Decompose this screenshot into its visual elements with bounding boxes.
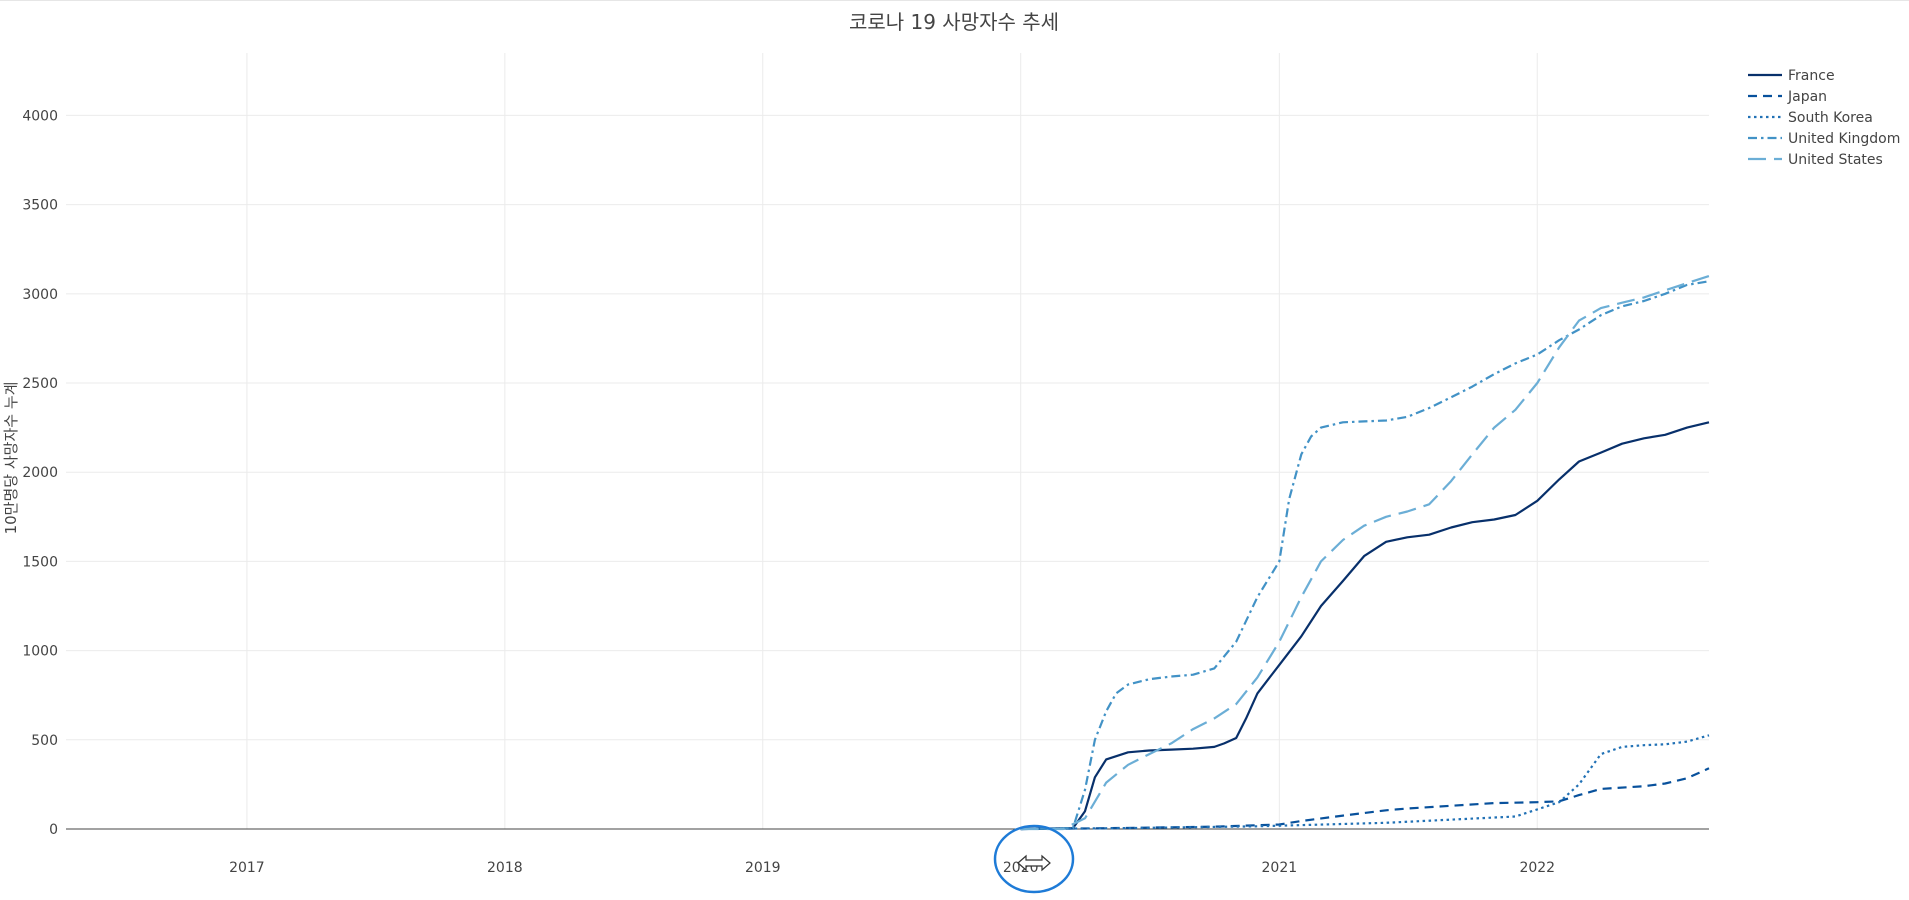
y-tick-label: 3000 xyxy=(22,287,58,303)
chart-title: 코로나 19 사망자수 추세 xyxy=(849,10,1059,34)
series-line-japan xyxy=(1020,767,1710,831)
legend-label: France xyxy=(1788,68,1835,84)
x-tick-label: 2017 xyxy=(229,860,265,876)
legend-item-france[interactable]: France xyxy=(1748,68,1835,84)
y-tick-label: 1000 xyxy=(22,644,58,660)
axis-layer: 2017 2018 2019 2020 2021 20220500100015002000… xyxy=(22,108,1709,876)
y-tick-label: 500 xyxy=(31,733,58,749)
y-tick-label: 1500 xyxy=(22,554,58,570)
grid-layer xyxy=(66,53,1709,829)
legend-label: Japan xyxy=(1787,89,1827,105)
series-line-france xyxy=(1020,421,1710,831)
y-tick-label: 2000 xyxy=(22,465,58,481)
series-line-south-korea xyxy=(1020,734,1710,831)
series-layer xyxy=(1020,274,1710,831)
legend-item-united-states[interactable]: United States xyxy=(1748,152,1883,168)
cursor-highlight xyxy=(993,824,1075,894)
legend-label: United Kingdom xyxy=(1788,131,1900,147)
legend-label: South Korea xyxy=(1788,110,1873,126)
highlight-circle xyxy=(993,824,1075,894)
y-tick-label: 4000 xyxy=(22,108,58,124)
legend[interactable]: France Japan South Korea United Kingdom Unit… xyxy=(1748,68,1900,168)
x-tick-label: 2021 xyxy=(1262,860,1298,876)
legend-item-south-korea[interactable]: South Korea xyxy=(1748,110,1873,126)
resize-cursor-icon xyxy=(1017,854,1051,872)
legend-item-japan[interactable]: Japan xyxy=(1748,89,1827,105)
legend-item-united-kingdom[interactable]: United Kingdom xyxy=(1748,131,1900,147)
series-line-united-states xyxy=(1020,274,1710,831)
y-tick-label: 0 xyxy=(49,822,58,838)
y-tick-label: 2500 xyxy=(22,376,58,392)
x-tick-label: 2018 xyxy=(487,860,523,876)
y-axis-title: 10만명당 사망자수 누계 xyxy=(2,382,20,535)
legend-label: United States xyxy=(1788,152,1883,168)
x-tick-label: 2022 xyxy=(1519,860,1555,876)
y-tick-label: 3500 xyxy=(22,198,58,214)
x-tick-label: 2019 xyxy=(745,860,781,876)
